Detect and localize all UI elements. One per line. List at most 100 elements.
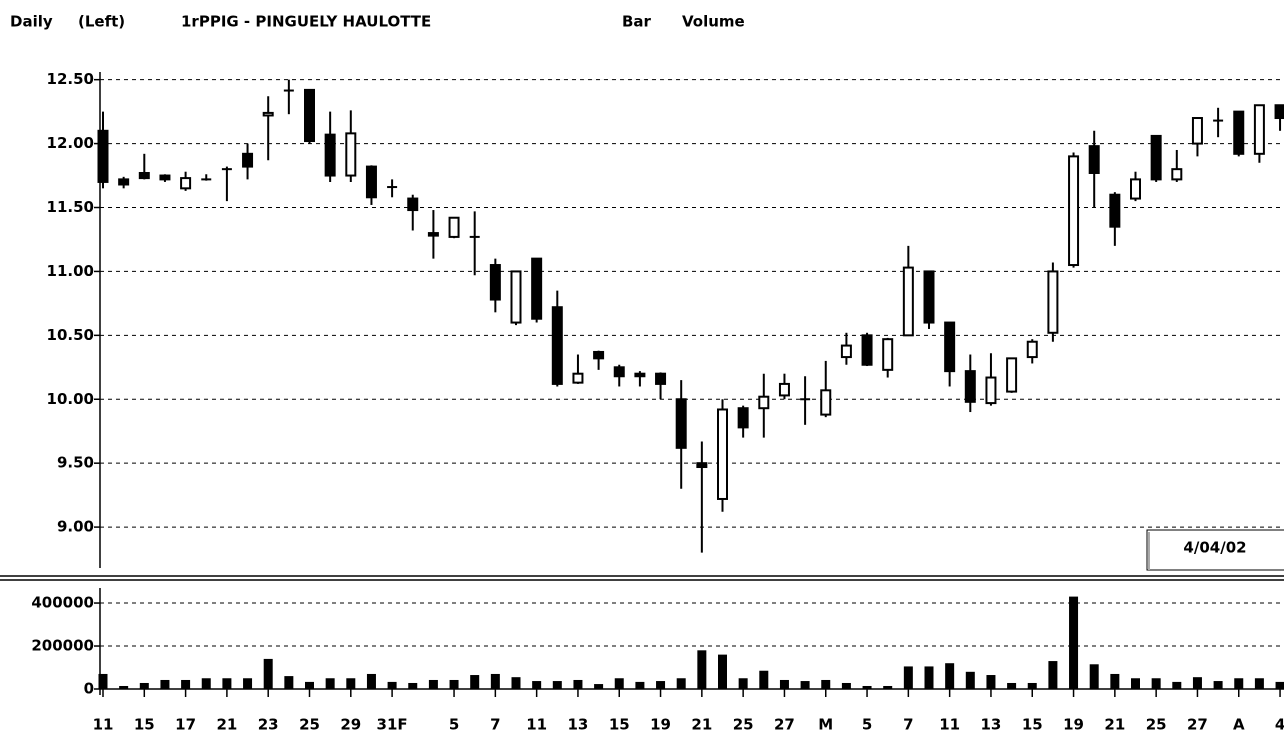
volume-bar <box>1275 681 1284 689</box>
volume-bar <box>635 681 645 689</box>
y-tick-label: 11.50 <box>47 198 94 216</box>
style: Bar <box>622 13 652 31</box>
x-tick-label: 11 <box>939 716 960 734</box>
candle-body <box>902 266 914 337</box>
candle-body <box>531 257 543 320</box>
volume-bar <box>903 666 913 689</box>
volume-bar <box>1089 664 1099 689</box>
candle-body <box>262 111 274 117</box>
x-tick-label: 4 <box>1275 716 1284 734</box>
y-tick-label: 200000 <box>31 637 94 655</box>
candle-body <box>138 171 150 180</box>
x-tick-label: 29 <box>340 716 361 734</box>
x-tick-label: 19 <box>1063 716 1084 734</box>
x-tick-label: 7 <box>490 716 500 734</box>
candle-body <box>97 129 109 183</box>
volume-bar <box>924 666 934 689</box>
candle-body <box>882 338 894 371</box>
volume-bar <box>1213 681 1223 689</box>
candle-body <box>696 462 708 469</box>
x-tick-label: 11 <box>526 716 547 734</box>
candle-body <box>324 133 336 177</box>
volume-bar <box>614 678 624 689</box>
x-tick-label: 27 <box>774 716 795 734</box>
x-tick-label: 5 <box>449 716 459 734</box>
y-tick-label: 9.00 <box>57 518 94 536</box>
candle-body <box>758 395 770 410</box>
x-tick-label: 21 <box>1104 716 1125 734</box>
candle-body <box>1068 155 1080 267</box>
candle-body <box>861 334 873 366</box>
x-tick-label: M <box>818 716 833 734</box>
candle-body <box>1109 193 1121 228</box>
volume-bar <box>222 678 232 689</box>
y-tick-label: 12.50 <box>47 70 94 88</box>
candle-body <box>1150 134 1162 181</box>
x-tick-label: 11 <box>93 716 114 734</box>
volume-bar <box>366 673 376 689</box>
volume-bar <box>800 681 810 689</box>
candle-body <box>593 350 605 360</box>
candle-body <box>1171 168 1183 181</box>
volume-bar <box>449 679 459 689</box>
x-tick-label: 15 <box>609 716 630 734</box>
y-tick-label: 9.50 <box>57 454 94 472</box>
date-label: 4/04/02 <box>1183 539 1246 557</box>
candle-body <box>510 270 522 324</box>
volume-bar <box>656 681 666 689</box>
volume-bar <box>139 682 149 689</box>
y-tick-label: 12.00 <box>47 134 94 152</box>
volume-bar <box>1131 678 1140 689</box>
candle-body <box>345 132 357 177</box>
candle-body <box>448 216 460 238</box>
candle-body <box>427 232 439 237</box>
y-tick-label: 0 <box>84 680 94 698</box>
volume-bar <box>284 676 294 689</box>
candle-body <box>365 165 377 199</box>
candle-body <box>1026 340 1038 359</box>
volume-bar <box>428 679 438 689</box>
candle-body <box>1088 145 1100 174</box>
candle-body <box>1274 104 1284 120</box>
candle-body <box>1130 178 1141 200</box>
volume-bar <box>346 678 356 689</box>
candle-body <box>180 177 192 190</box>
volume-bar <box>1110 673 1120 689</box>
volume-bar <box>1234 678 1244 689</box>
volume-bar <box>305 681 314 689</box>
y-tick-label: 10.00 <box>47 390 94 408</box>
x-tick-label: 15 <box>1022 716 1043 734</box>
volume-bar <box>532 681 542 689</box>
candle-body <box>1006 357 1018 393</box>
x-tick-label: 15 <box>134 716 155 734</box>
volume-bar <box>511 677 521 689</box>
candle-body <box>613 366 625 378</box>
candle-body <box>840 344 852 359</box>
candle-body <box>737 407 749 429</box>
candle-body <box>572 372 584 384</box>
y-tick-label: 400000 <box>31 594 94 612</box>
volume-bar <box>552 681 562 689</box>
candle-body <box>242 152 254 168</box>
x-tick-label: 19 <box>650 716 671 734</box>
volume-bar <box>243 678 253 689</box>
candle-body <box>820 389 832 416</box>
candle-body <box>923 270 935 324</box>
x-tick-label: 21 <box>691 716 712 734</box>
volume-bar <box>1151 678 1161 689</box>
volume-bar <box>965 671 975 689</box>
x-tick-label: 23 <box>258 716 279 734</box>
candle-body <box>407 197 419 212</box>
volume-bar <box>119 685 129 689</box>
x-tick-label: 25 <box>1146 716 1167 734</box>
volume-bar <box>1172 681 1182 689</box>
volume-bar <box>718 654 727 689</box>
volume-bar <box>676 678 686 689</box>
candle-body <box>1191 117 1203 145</box>
volume-bar <box>408 682 418 689</box>
volume-bar <box>201 678 211 689</box>
candle-body <box>1253 104 1265 155</box>
x-tick-label: 25 <box>733 716 754 734</box>
y-tick-label: 10.50 <box>47 326 94 344</box>
